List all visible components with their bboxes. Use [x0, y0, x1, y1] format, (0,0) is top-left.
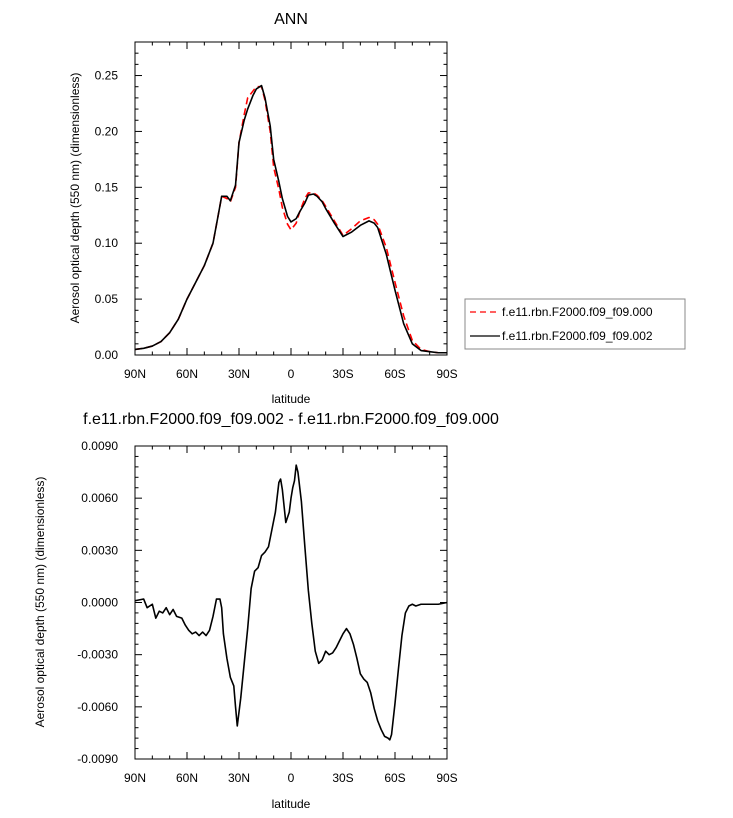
top-series-layer	[134, 84, 447, 354]
top-x-tick-label-2: 30N	[228, 367, 250, 381]
top-y-tick-label-2: 0.10	[95, 236, 119, 250]
top-x-tick-label-6: 90S	[436, 367, 457, 381]
top-y-tick-label-1: 0.05	[95, 292, 119, 306]
bottom-y-tick-label-4: 0.0030	[81, 543, 118, 557]
legend-label-series-0: f.e11.rbn.F2000.f09_f09.000	[502, 305, 653, 319]
top-y-axis-label: Aerosol optical depth (550 nm) (dimensio…	[68, 73, 82, 324]
bottom-x-tick-label-5: 60S	[384, 771, 405, 785]
top-x-tick-label-3: 0	[288, 367, 295, 381]
bottom-x-tick-label-6: 90S	[436, 771, 457, 785]
bottom-y-tick-label-2: -0.0030	[77, 648, 118, 662]
bottom-y-tick-label-3: 0.0000	[81, 596, 118, 610]
top-x-tick-label-4: 30S	[332, 367, 353, 381]
legend-label-series-1: f.e11.rbn.F2000.f09_f09.002	[502, 329, 653, 343]
top-y-tick-label-5: 0.25	[95, 69, 119, 83]
bottom-x-tick-label-0: 90N	[124, 771, 146, 785]
bottom-y-tick-label-1: -0.0060	[77, 700, 118, 714]
panel-bottom: f.e11.rbn.F2000.f09_f09.002 - f.e11.rbn.…	[33, 411, 499, 811]
bottom-x-tick-label-1: 60N	[176, 771, 198, 785]
top-chart-title: ANN	[274, 11, 308, 28]
bottom-y-axis-label: Aerosol optical depth (550 nm) (dimensio…	[33, 477, 47, 728]
bottom-series-layer	[134, 464, 448, 741]
top-series-line-1	[134, 84, 447, 354]
bottom-series-line-0	[134, 464, 448, 741]
top-x-axis-label: latitude	[272, 392, 311, 406]
legend: f.e11.rbn.F2000.f09_f09.000 f.e11.rbn.F2…	[464, 298, 686, 350]
bottom-x-tick-label-3: 0	[288, 771, 295, 785]
top-y-tick-label-4: 0.20	[95, 124, 119, 138]
top-y-tick-label-0: 0.00	[95, 348, 119, 362]
panel-top: ANN 90N 60N 30N 0 30S 60S 90S 0.00 0.05 0.10 0.15 0…	[68, 11, 686, 406]
bottom-y-tick-label-5: 0.0060	[81, 491, 118, 505]
top-axis-ticks: 90N 60N 30N 0 30S 60S 90S 0.00 0.05 0.10 0.15 0.20 0…	[95, 42, 458, 381]
top-x-tick-label-5: 60S	[384, 367, 405, 381]
bottom-chart-title: f.e11.rbn.F2000.f09_f09.002 - f.e11.rbn.…	[83, 411, 499, 428]
bottom-x-tick-label-2: 30N	[228, 771, 250, 785]
bottom-plot-frame	[134, 445, 448, 760]
top-y-tick-label-3: 0.15	[95, 180, 119, 194]
legend-box	[464, 298, 686, 350]
bottom-axis-ticks: 90N 60N 30N 0 30S 60S 90S -0.0090 -0.0060 -0.0030…	[77, 439, 457, 785]
bottom-y-tick-label-6: 0.0090	[81, 439, 118, 453]
top-x-tick-label-1: 60N	[176, 367, 198, 381]
bottom-x-tick-label-4: 30S	[332, 771, 353, 785]
bottom-y-tick-label-0: -0.0090	[77, 752, 118, 766]
bottom-x-axis-label: latitude	[272, 797, 311, 811]
top-x-tick-label-0: 90N	[124, 367, 146, 381]
